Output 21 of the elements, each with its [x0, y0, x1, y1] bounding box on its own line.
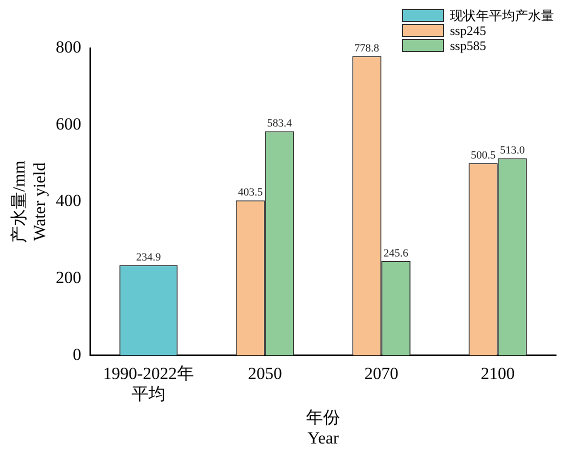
data-label: 778.8	[354, 42, 380, 55]
y-tick-label: 200	[56, 268, 82, 288]
y-tick-label: 800	[56, 37, 82, 56]
legend-label: ssp245	[450, 23, 486, 38]
data-label: 245.6	[384, 247, 409, 260]
x-tick-label: 2070	[364, 364, 398, 384]
x-tick-label: 1990-2022年平均	[103, 364, 194, 404]
legend-label: 现状年平均产水量	[450, 8, 554, 23]
data-label: 500.5	[470, 149, 496, 162]
y-tick-label: 0	[72, 344, 82, 364]
x-tick-label: 2050	[248, 364, 282, 384]
data-label: 234.9	[136, 252, 162, 264]
y-tick-label: 400	[56, 191, 82, 210]
x-axis-title: 年份 Year	[306, 408, 340, 448]
legend-label: ssp585	[450, 38, 486, 53]
y-tick-label: 600	[56, 114, 82, 134]
data-label: 403.5	[238, 186, 264, 199]
x-tick-label: 2100	[480, 364, 515, 384]
y-axis-title: 产水量/mm Water yield	[10, 160, 50, 243]
data-label: 513.0	[500, 144, 526, 157]
data-label: 583.4	[267, 118, 292, 130]
